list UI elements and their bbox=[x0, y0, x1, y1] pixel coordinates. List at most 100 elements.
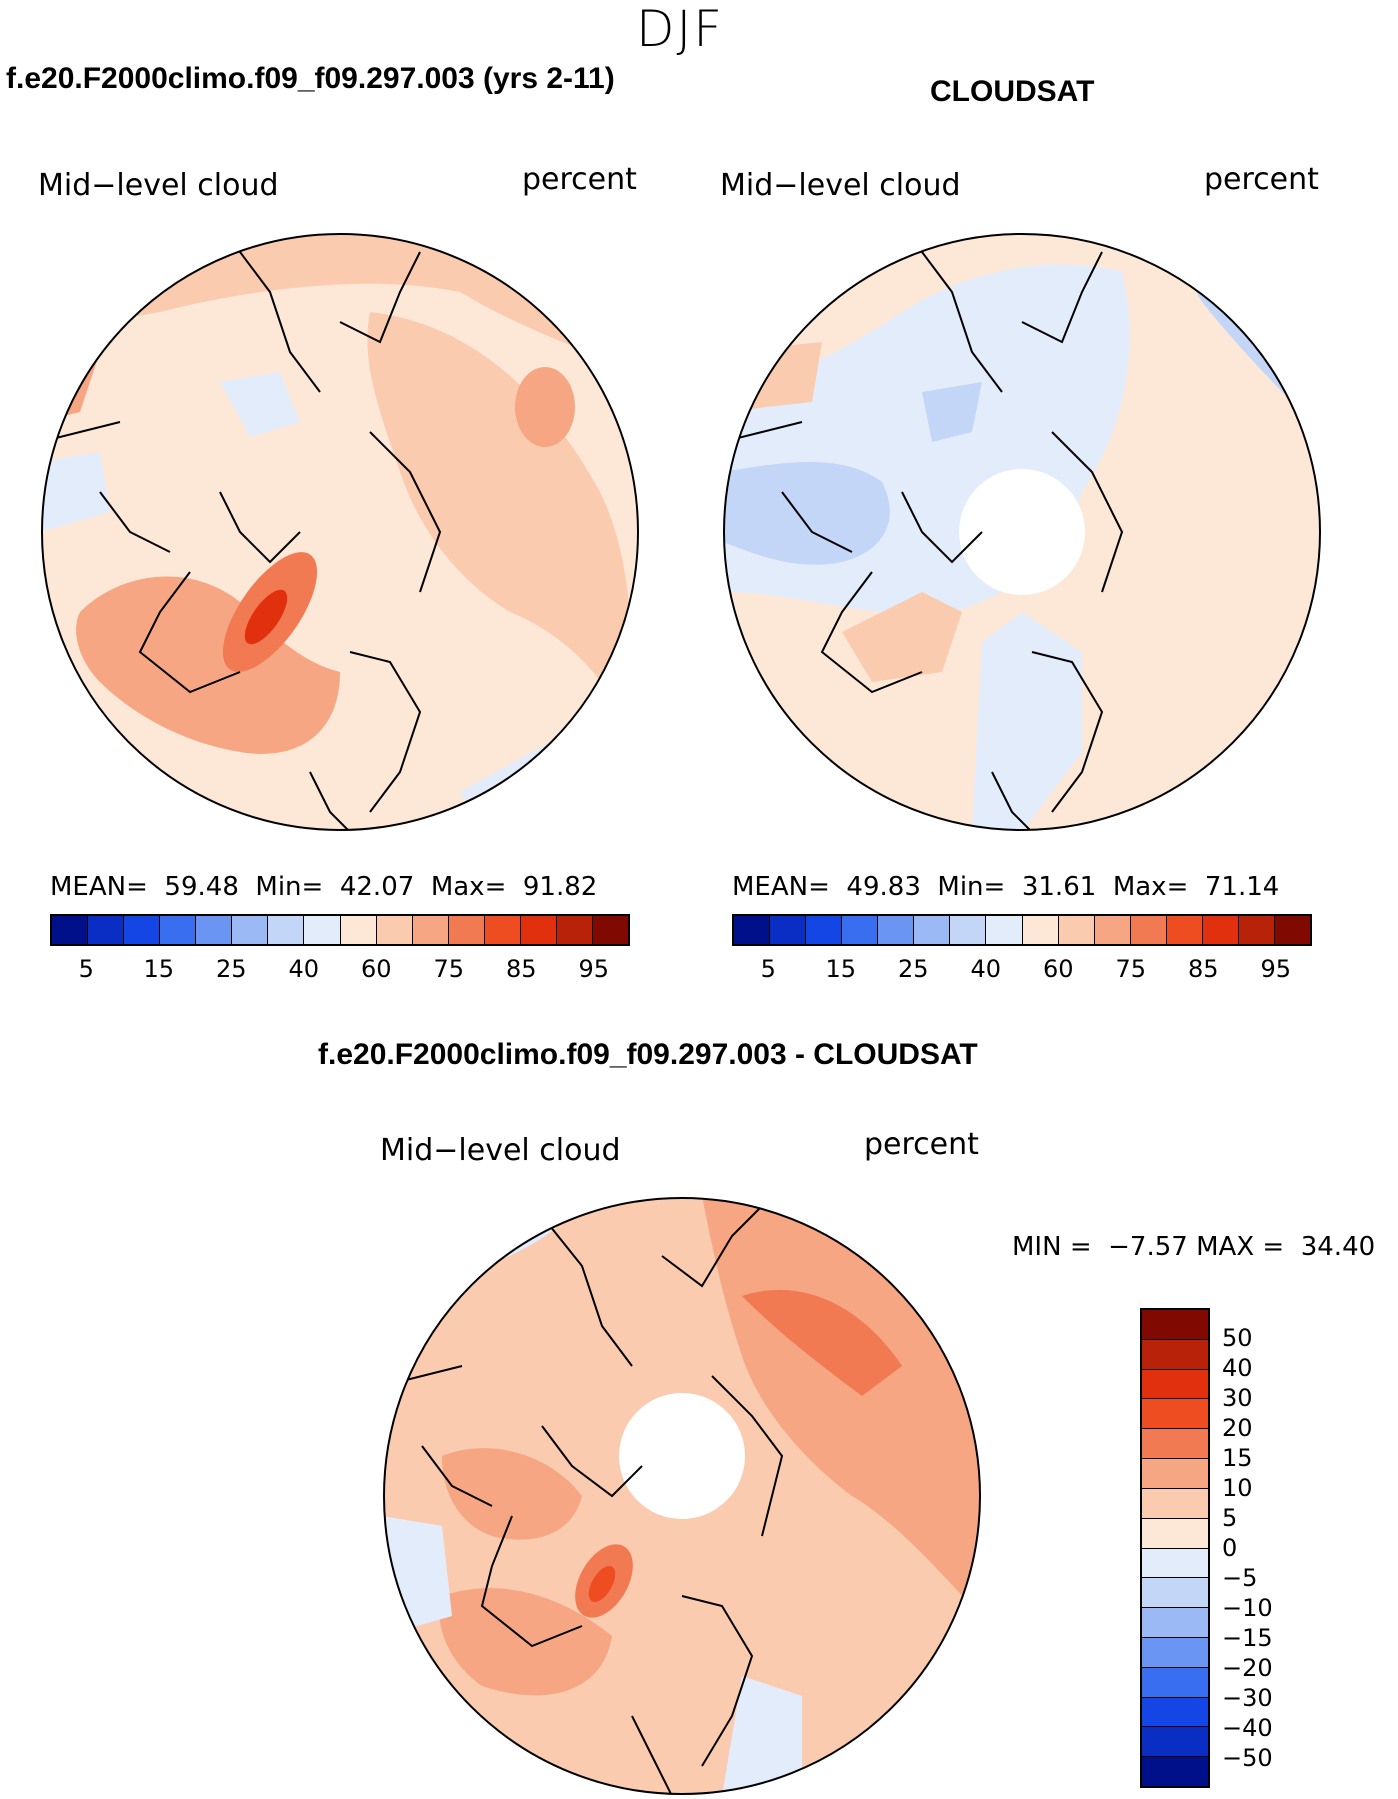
obs-colorbar bbox=[732, 914, 1312, 946]
obs-polar-map bbox=[723, 233, 1321, 831]
model-region-canada bbox=[220, 372, 300, 437]
model-colorbar-ticks: 5 15 25 40 60 75 85 95 bbox=[50, 955, 630, 985]
colorbar-swatch bbox=[1142, 1637, 1208, 1668]
obs-stats: MEAN= 49.83 Min= 31.61 Max= 71.14 bbox=[732, 872, 1279, 902]
diff-region-greenland-core bbox=[588, 1565, 616, 1603]
colorbar-tick-label: 5 bbox=[1222, 1504, 1238, 1532]
diff-region-alaska-neg bbox=[384, 1516, 452, 1636]
colorbar-tick-label: 0 bbox=[1222, 1534, 1238, 1562]
diff-colorbar-ticks: 50 40 30 20 15 10 5 0 −5 −10 −15 −20 −30 −40 −50 bbox=[1222, 1308, 1302, 1788]
colorbar-tick-label: 95 bbox=[1260, 955, 1292, 983]
model-region-east bbox=[367, 312, 631, 712]
colorbar-swatch bbox=[734, 916, 771, 944]
season-title: DJF bbox=[635, 0, 724, 58]
obs-min-value: 31.61 bbox=[1021, 872, 1097, 902]
model-coastlines bbox=[42, 251, 442, 830]
diff-region-canada bbox=[442, 1448, 582, 1540]
obs-region-pole-ring bbox=[922, 382, 982, 442]
obs-units-label: percent bbox=[1204, 162, 1319, 197]
colorbar-tick-label: −15 bbox=[1222, 1624, 1273, 1652]
colorbar-swatch bbox=[88, 916, 125, 944]
diff-coastlines bbox=[384, 1205, 784, 1794]
colorbar-tick-label: −5 bbox=[1222, 1564, 1258, 1592]
colorbar-swatch bbox=[1142, 1697, 1208, 1728]
model-min-label: Min= bbox=[255, 872, 324, 902]
colorbar-tick-label: 15 bbox=[1222, 1444, 1253, 1472]
diff-polar-gap bbox=[619, 1393, 745, 1519]
model-mean-label: MEAN= bbox=[50, 872, 148, 902]
model-mean-value: 59.48 bbox=[164, 872, 239, 902]
colorbar-tick-label: 95 bbox=[578, 955, 610, 983]
colorbar-tick-label: 25 bbox=[897, 955, 929, 983]
colorbar-swatch bbox=[268, 916, 305, 944]
obs-region-pacific bbox=[724, 342, 822, 412]
colorbar-swatch bbox=[592, 916, 628, 944]
colorbar-swatch bbox=[950, 916, 987, 944]
colorbar-swatch bbox=[376, 916, 413, 944]
obs-polar-gap bbox=[959, 469, 1085, 595]
colorbar-swatch bbox=[806, 916, 843, 944]
colorbar-tick-label: 60 bbox=[1042, 955, 1074, 983]
colorbar-tick-label: 50 bbox=[1222, 1324, 1253, 1352]
obs-variable-label: Mid−level cloud bbox=[720, 168, 961, 203]
colorbar-swatch bbox=[448, 916, 485, 944]
colorbar-tick-label: 40 bbox=[1222, 1354, 1253, 1382]
colorbar-tick-label: 75 bbox=[1115, 955, 1147, 983]
obs-coastlines bbox=[724, 251, 1124, 830]
colorbar-swatch bbox=[1274, 916, 1310, 944]
model-region-atlantic bbox=[76, 576, 340, 754]
colorbar-tick-label: −10 bbox=[1222, 1594, 1273, 1622]
diff-stats: MIN = −7.57 MAX = 34.40 bbox=[1012, 1232, 1375, 1262]
colorbar-tick-label: 5 bbox=[78, 955, 94, 983]
colorbar-swatch bbox=[232, 916, 269, 944]
colorbar-swatch bbox=[196, 916, 233, 944]
colorbar-tick-label: 75 bbox=[433, 955, 465, 983]
obs-max-label: Max= bbox=[1112, 872, 1189, 902]
colorbar-swatch bbox=[1142, 1548, 1208, 1579]
colorbar-swatch bbox=[1022, 916, 1059, 944]
model-stats: MEAN= 59.48 Min= 42.07 Max= 91.82 bbox=[50, 872, 597, 902]
obs-colorbar-ticks: 5 15 25 40 60 75 85 95 bbox=[732, 955, 1312, 985]
colorbar-tick-label: 20 bbox=[1222, 1414, 1253, 1442]
colorbar-swatch bbox=[1202, 916, 1239, 944]
colorbar-tick-label: 5 bbox=[760, 955, 776, 983]
colorbar-swatch bbox=[124, 916, 161, 944]
colorbar-tick-label: 85 bbox=[505, 955, 537, 983]
model-panel-title: f.e20.F2000climo.f09_f09.297.003 (yrs 2-… bbox=[6, 62, 615, 95]
colorbar-swatch bbox=[1130, 916, 1167, 944]
obs-region-atlantic bbox=[972, 612, 1082, 830]
colorbar-tick-label: 40 bbox=[970, 955, 1002, 983]
model-region-siberia bbox=[515, 367, 575, 447]
colorbar-swatch bbox=[160, 916, 197, 944]
obs-region-canada bbox=[724, 462, 890, 565]
colorbar-swatch bbox=[1142, 1757, 1208, 1786]
diff-variable-label: Mid−level cloud bbox=[380, 1133, 621, 1168]
colorbar-tick-label: 10 bbox=[1222, 1474, 1253, 1502]
colorbar-swatch bbox=[986, 916, 1023, 944]
model-max-value: 91.82 bbox=[522, 872, 598, 902]
colorbar-tick-label: 85 bbox=[1187, 955, 1219, 983]
colorbar-tick-label: 15 bbox=[143, 955, 175, 983]
obs-mean-value: 49.83 bbox=[846, 872, 921, 902]
colorbar-tick-label: −20 bbox=[1222, 1654, 1273, 1682]
colorbar-swatch bbox=[842, 916, 879, 944]
colorbar-swatch bbox=[520, 916, 557, 944]
colorbar-tick-label: 15 bbox=[825, 955, 857, 983]
obs-region-greenland bbox=[842, 592, 962, 682]
colorbar-swatch bbox=[484, 916, 521, 944]
colorbar-swatch bbox=[1142, 1369, 1208, 1400]
model-units-label: percent bbox=[522, 162, 637, 197]
colorbar-tick-label: −30 bbox=[1222, 1684, 1273, 1712]
colorbar-swatch bbox=[52, 916, 89, 944]
colorbar-tick-label: 40 bbox=[288, 955, 320, 983]
colorbar-swatch bbox=[1058, 916, 1095, 944]
colorbar-swatch bbox=[1142, 1727, 1208, 1758]
colorbar-tick-label: −50 bbox=[1222, 1744, 1273, 1772]
colorbar-swatch bbox=[770, 916, 807, 944]
model-min-value: 42.07 bbox=[339, 872, 415, 902]
colorbar-swatch bbox=[412, 916, 449, 944]
obs-max-value: 71.14 bbox=[1204, 872, 1280, 902]
model-variable-label: Mid−level cloud bbox=[38, 168, 279, 203]
diff-polar-map bbox=[383, 1197, 981, 1795]
colorbar-swatch bbox=[340, 916, 377, 944]
